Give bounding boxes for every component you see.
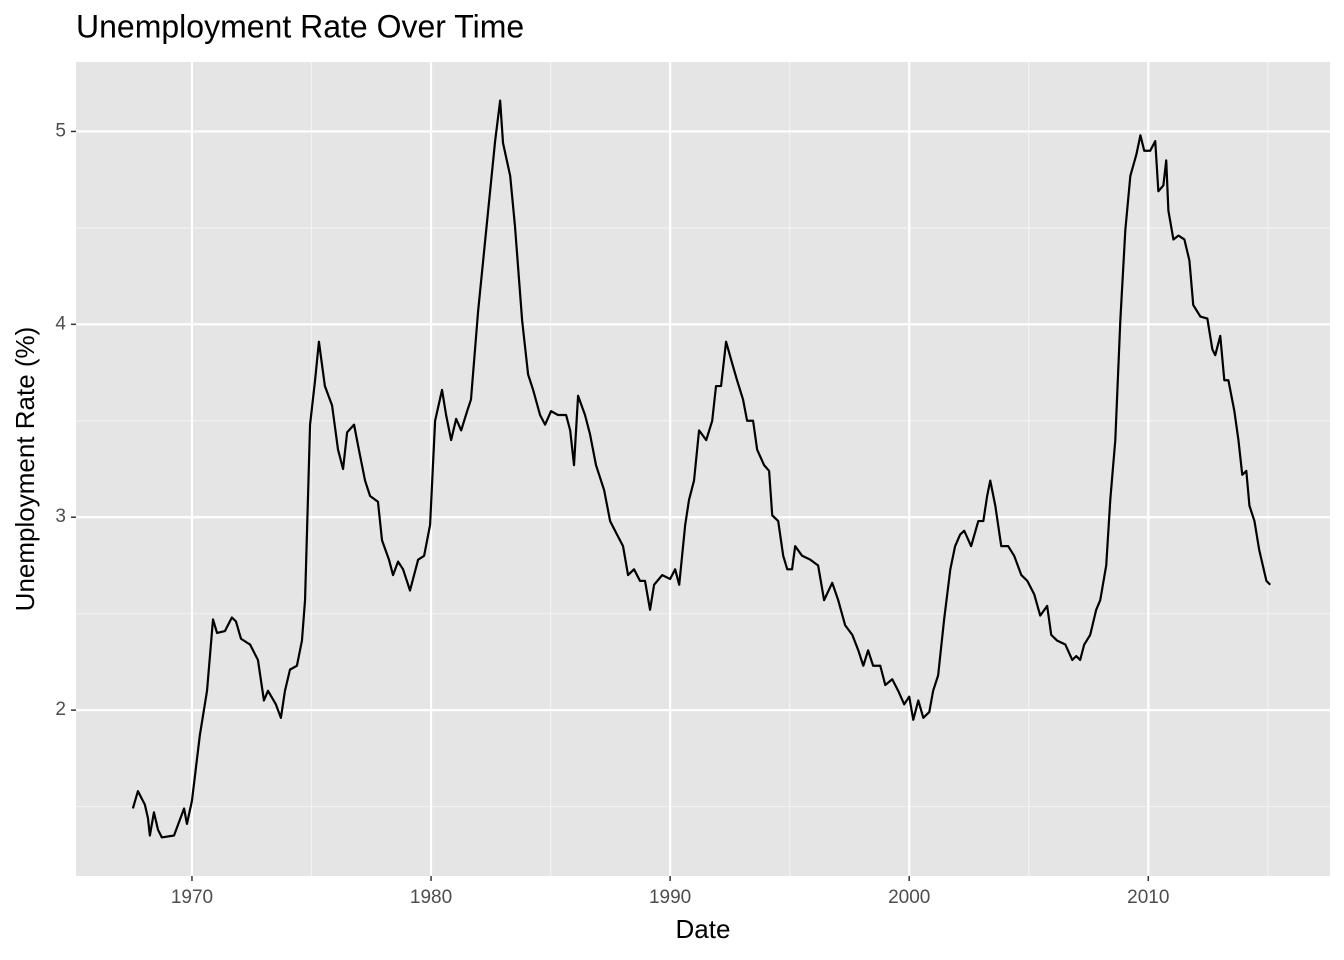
- data-line: [131, 99, 1272, 839]
- x-tick-label: 1990: [649, 887, 691, 908]
- x-axis-title: Date: [676, 914, 731, 944]
- y-tick-label: 3: [55, 506, 66, 527]
- x-tick-label: 2000: [888, 887, 930, 908]
- y-axis-title: Unemployment Rate (%): [10, 327, 40, 612]
- y-tick-label: 2: [55, 699, 66, 720]
- y-tick-label: 4: [55, 313, 66, 334]
- chart-title: Unemployment Rate Over Time: [76, 8, 524, 44]
- plot-background: [76, 62, 1330, 876]
- x-tick-label: 1980: [410, 887, 452, 908]
- x-tick-label: 1970: [171, 887, 213, 908]
- y-tick-label: 5: [55, 120, 66, 141]
- x-tick-label: 2010: [1127, 887, 1169, 908]
